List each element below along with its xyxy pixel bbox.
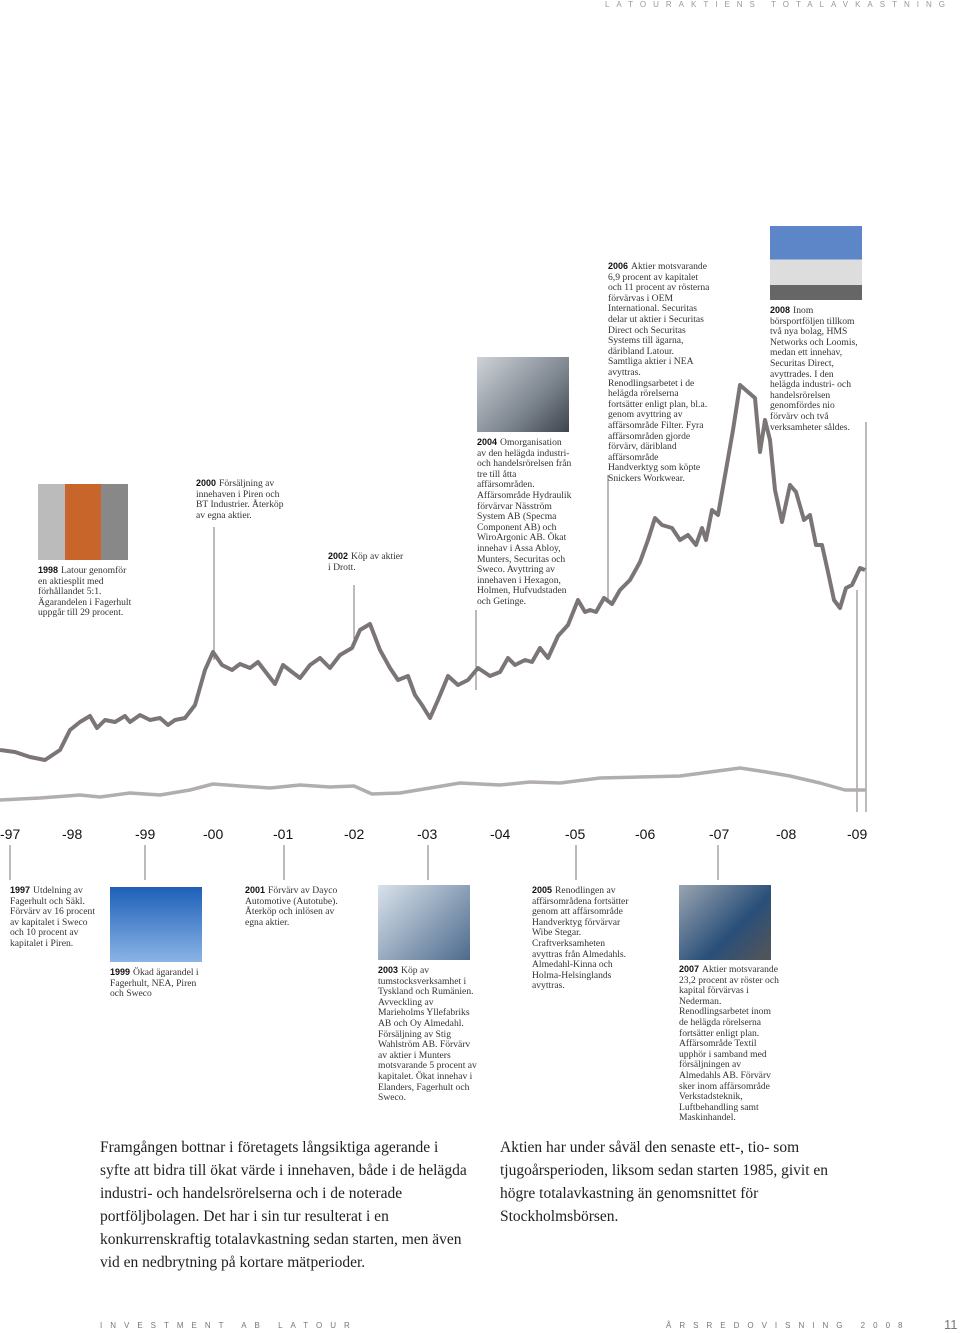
footer-left: INVESTMENT AB LATOUR (100, 1321, 358, 1330)
annotation-text: Inom börsportföljen tillkom två nya bola… (770, 305, 858, 433)
annotation-year: 2003 (378, 965, 399, 975)
axis-label: -01 (273, 826, 294, 842)
annotation-year: 2008 (770, 305, 791, 315)
axis-label: -07 (709, 826, 730, 842)
annotation: 1997 Utdelning av Fagerhult och Säkl. För… (10, 885, 102, 950)
axis-label: -06 (635, 826, 656, 842)
body-left: Framgången bottnar i företagets långsikt… (100, 1139, 467, 1271)
annotation-text: Ökad ägarandel i Fagerhult, NEA, Piren o… (110, 967, 199, 1000)
annotation-year: 2000 (196, 478, 217, 488)
latour-line (0, 383, 866, 762)
axis-label: -00 (203, 826, 224, 842)
axis-label: -05 (565, 826, 586, 842)
header-title: LATOURAKTIENS TOTALAVKASTNING (604, 0, 952, 9)
photo (679, 885, 771, 960)
annotation-text: Aktier motsvarande 6,9 procent av kapita… (608, 261, 710, 484)
page-number: 11 (944, 1317, 958, 1332)
annotation-text: Utdelning av Fagerhult och Säkl. Förvärv… (10, 885, 95, 949)
annotation-year: 2002 (328, 551, 349, 561)
annotation-text: Aktier motsvarande 23,2 procent av röste… (679, 964, 779, 1124)
annotation-text: Försäljning av innehaven i Piren och BT … (196, 478, 284, 521)
photo (770, 226, 862, 300)
annotation-year: 2001 (245, 885, 266, 895)
axis-label: -02 (344, 826, 365, 842)
annotation: 2006 Aktier motsvarande 6,9 procent av ka… (608, 261, 710, 484)
connectors (9, 422, 867, 880)
annotation-text: Latour genomför en aktiesplit med förhål… (38, 565, 132, 619)
axis-label: -98 (62, 826, 83, 842)
axis-label: -04 (490, 826, 511, 842)
annotation-text: Köp av aktier i Drott. (328, 551, 404, 573)
axis-label: -99 (135, 826, 156, 842)
annotation-year: 1998 (38, 565, 59, 575)
photo (477, 357, 569, 432)
annotation-text: Renodlingen av affärsområdena fortsätter… (532, 885, 629, 992)
annotation: 1999 Ökad ägarandel i Fagerhult, NEA, Pir… (110, 967, 202, 1000)
annotation: 2001 Förvärv av Dayco Automotive (Autotub… (245, 885, 341, 928)
annotation-year: 2007 (679, 964, 700, 974)
index-line (0, 766, 866, 802)
annotation: 2005 Renodlingen av affärsområdena fortsä… (532, 885, 632, 992)
annotation-year: 2004 (477, 437, 498, 447)
footer-right: ÅRSREDOVISNING 2008 (666, 1321, 911, 1330)
axis-label: -09 (847, 826, 868, 842)
annotation-year: 2005 (532, 885, 553, 895)
axis-label: -03 (417, 826, 438, 842)
photo (378, 885, 470, 960)
annotation: 2008 Inom börsportföljen tillkom två nya … (770, 305, 862, 433)
annotation: 2002 Köp av aktier i Drott. (328, 551, 408, 573)
annotation-year: 1997 (10, 885, 31, 895)
annotation-text: Köp av tumstocksverksamhet i Tyskland oc… (378, 965, 477, 1104)
axis-label: -08 (776, 826, 797, 842)
photo (110, 887, 202, 962)
annotation-text: Omorganisation av den helägda industri- … (477, 437, 572, 607)
annotation-year: 2006 (608, 261, 629, 271)
annotation: 2000 Försäljning av innehaven i Piren och… (196, 478, 292, 521)
annotation-year: 1999 (110, 967, 131, 977)
axis-label: -97 (0, 826, 21, 842)
annotation: 2003 Köp av tumstocksverksamhet i Tysklan… (378, 965, 478, 1104)
body-right: Aktien har under såväl den senaste ett-,… (500, 1139, 829, 1225)
annotation: 2007 Aktier motsvarande 23,2 procent av r… (679, 964, 779, 1124)
annotation: 1998 Latour genomför en aktiesplit med fö… (38, 565, 134, 619)
photo (38, 484, 128, 560)
annotation: 2004 Omorganisation av den helägda indust… (477, 437, 573, 608)
annotation-text: Förvärv av Dayco Automotive (Autotube). … (245, 885, 338, 928)
